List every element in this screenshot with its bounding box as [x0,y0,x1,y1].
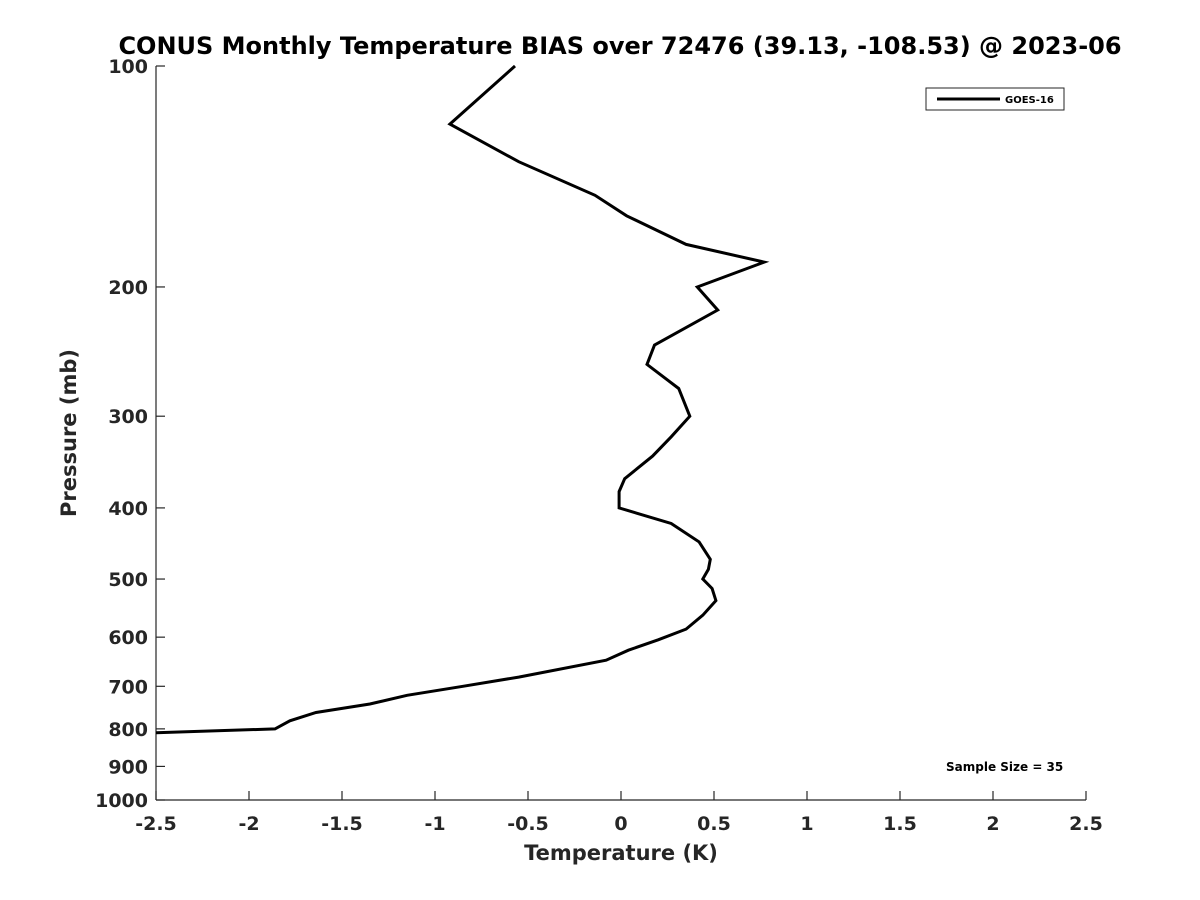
y-tick-label: 500 [108,569,148,591]
sample-size-annotation: Sample Size = 35 [946,760,1063,774]
x-tick-label: 0.5 [697,813,731,835]
x-tick-label: 1 [800,813,813,835]
legend: GOES-16 [925,87,1065,111]
x-axis-ticks: -2.5 -2 -1.5 -1 -0.5 0 0.5 1 1.5 2 2.5 [135,791,1103,835]
y-axis-ticks: 100 200 300 400 500 600 700 800 900 1000 [95,56,165,812]
x-tick-label: -2 [238,813,259,835]
x-tick-label: 1.5 [883,813,917,835]
chart-title: CONUS Monthly Temperature BIAS over 7247… [118,32,1121,60]
x-tick-label: -0.5 [507,813,549,835]
series-layer [155,64,770,735]
y-tick-label: 100 [108,56,148,78]
y-tick-label: 1000 [95,790,148,812]
y-tick-label: 400 [108,498,148,520]
y-axis-label: Pressure (mb) [57,349,81,517]
plot-area [155,66,1086,801]
y-tick-label: 200 [108,277,148,299]
x-tick-label: 2 [986,813,999,835]
y-tick-label: 600 [108,627,148,649]
y-tick-label: 700 [108,676,148,698]
x-tick-label: -1.5 [321,813,363,835]
x-tick-label: -2.5 [135,813,177,835]
x-tick-label: -1 [424,813,445,835]
x-tick-label: 2.5 [1069,813,1103,835]
x-axis-label: Temperature (K) [524,841,718,865]
x-tick-label: 0 [614,813,627,835]
legend-label-goes-16: GOES-16 [1005,95,1054,106]
y-tick-label: 900 [108,756,148,778]
series-line-goes-16 [155,64,770,735]
y-tick-label: 800 [108,719,148,741]
y-tick-label: 300 [108,406,148,428]
